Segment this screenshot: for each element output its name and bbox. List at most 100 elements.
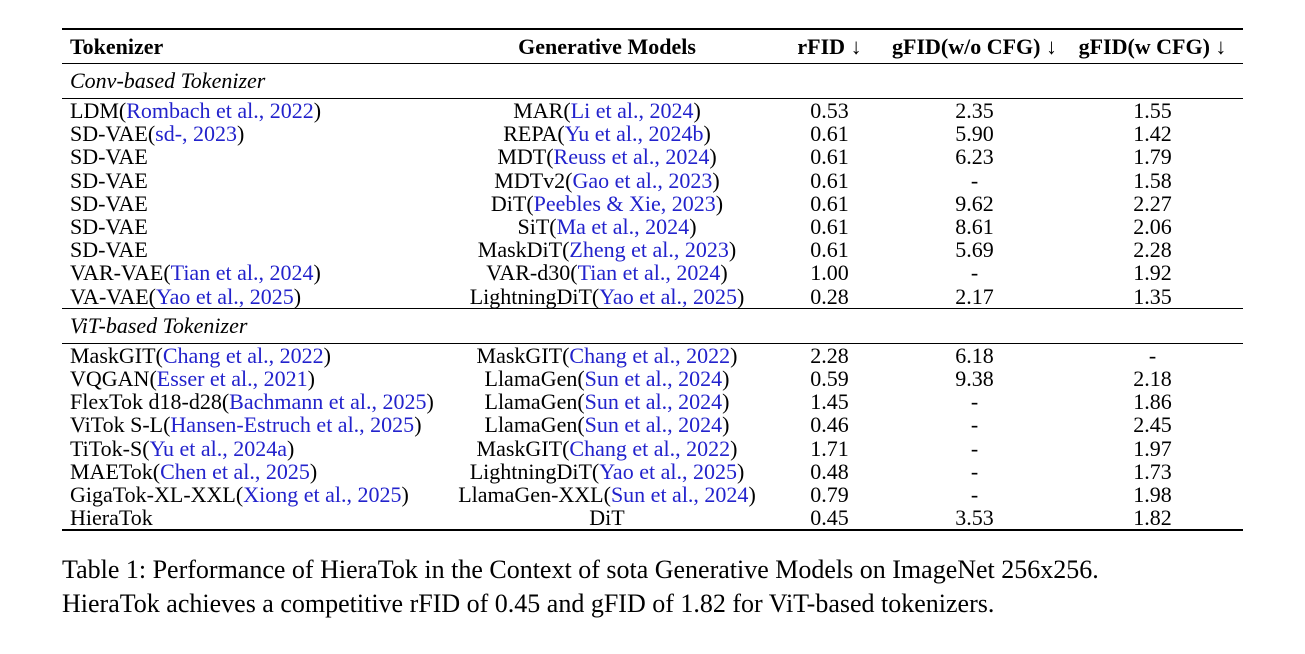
rfid-value: 0.61 — [810, 190, 849, 216]
rfid-value: 1.71 — [810, 435, 849, 461]
citation-link[interactable]: Yu et al., 2024b — [564, 121, 704, 147]
paren-text: ) — [722, 412, 730, 438]
tokenizer-cell: SD-VAE — [62, 145, 442, 168]
table-row: VA-VAE(Yao et al., 2025) LightningDiT(Yao… — [62, 285, 1243, 309]
header-row: Tokenizer Generative Models rFID ↓ gFID(… — [62, 29, 1243, 64]
generative-model-cell: SiT(Ma et al., 2024) — [442, 215, 772, 238]
model-name-text: SD-VAE — [70, 237, 148, 263]
gfid-wo-cfg-value: 5.69 — [955, 237, 994, 263]
generative-model-cell: LlamaGen(Sun et al., 2024) — [442, 367, 772, 390]
tokenizer-cell: SD-VAE — [62, 238, 442, 261]
generative-model-cell: MAR(Li et al., 2024) — [442, 99, 772, 123]
rfid-value: 1.00 — [810, 260, 849, 286]
table-row: FlexTok d18-d28(Bachmann et al., 2025) Ll… — [62, 390, 1243, 413]
model-name-text: SD-VAE( — [70, 121, 156, 147]
citation-link[interactable]: Reuss et al., 2024 — [553, 144, 710, 170]
gfid-wo-cfg-value: 2.35 — [955, 98, 994, 123]
citation-link[interactable]: Li et al., 2024 — [570, 98, 694, 123]
citation-link[interactable]: Sun et al., 2024 — [584, 389, 723, 415]
gfid-wo-cfg-value: 3.53 — [955, 505, 994, 531]
citation-link[interactable]: Yao et al., 2025 — [599, 458, 737, 484]
citation-link[interactable]: Rombach et al., 2022 — [126, 98, 314, 123]
generative-model-cell: MDTv2(Gao et al., 2023) — [442, 169, 772, 192]
citation-link[interactable]: Yao et al., 2025 — [155, 283, 294, 309]
gfid-w-cfg-value: 1.35 — [1133, 283, 1172, 309]
tokenizer-cell: VQGAN(Esser et al., 2021) — [62, 367, 442, 390]
model-name-text: MaskDiT( — [477, 237, 570, 263]
paren-text: ) — [728, 237, 737, 263]
citation-link[interactable]: Yao et al., 2025 — [599, 283, 737, 309]
generative-model-cell: MaskGIT(Chang et al., 2022) — [442, 343, 772, 367]
generative-model-cell: LlamaGen(Sun et al., 2024) — [442, 413, 772, 436]
model-name-text: HieraTok — [70, 505, 153, 531]
citation-link[interactable]: Esser et al., 2021 — [156, 366, 308, 392]
model-name-text: MaskGIT( — [476, 342, 570, 368]
column-header-gfid-w-cfg: gFID(w CFG) ↓ — [1062, 29, 1243, 64]
citation-link[interactable]: Tian et al., 2024 — [577, 260, 721, 286]
citation-link[interactable]: Xiong et al., 2025 — [243, 482, 402, 508]
model-name-text: LlamaGen-XXL( — [458, 482, 611, 508]
paren-text: ) — [748, 482, 756, 508]
gfid-w-cfg-value: 1.79 — [1133, 144, 1172, 170]
column-header-tokenizer: Tokenizer — [62, 29, 442, 64]
citation-link[interactable]: Chang et al., 2022 — [162, 342, 324, 368]
citation-link[interactable]: Sun et al., 2024 — [610, 482, 749, 508]
gfid-w-cfg-value: 2.18 — [1133, 366, 1172, 392]
gfid-w-cfg-value: 2.45 — [1133, 412, 1172, 438]
citation-link[interactable]: Chang et al., 2022 — [569, 435, 731, 461]
generative-model-cell: MDT(Reuss et al., 2024) — [442, 145, 772, 168]
citation-link[interactable]: Zheng et al., 2023 — [569, 237, 729, 263]
citation-link[interactable]: sd-, 2023 — [155, 121, 238, 147]
gfid-w-cfg-value: 2.28 — [1133, 237, 1172, 263]
model-name-text: MAR( — [513, 98, 571, 123]
gfid-w-cfg-value: - — [1148, 342, 1157, 368]
table-row: VQGAN(Esser et al., 2021) LlamaGen(Sun et… — [62, 367, 1243, 390]
paren-text: ) — [414, 412, 422, 438]
rfid-value: 1.45 — [810, 389, 849, 415]
model-name-text: LightningDiT( — [469, 458, 600, 484]
gfid-w-cfg-value: 1.98 — [1133, 482, 1172, 508]
gfid-wo-cfg-value: - — [970, 412, 979, 438]
tokenizer-cell: TiTok-S(Yu et al., 2024a) — [62, 437, 442, 460]
tokenizer-cell: MAETok(Chen et al., 2025) — [62, 460, 442, 483]
paren-text: ) — [730, 435, 738, 461]
citation-link[interactable]: Gao et al., 2023 — [572, 167, 713, 193]
citation-link[interactable]: Sun et al., 2024 — [584, 412, 723, 438]
model-name-text: GigaTok-XL-XXL( — [70, 482, 244, 508]
paren-text: ) — [736, 283, 745, 309]
gfid-w-cfg-value: 1.82 — [1133, 505, 1172, 531]
model-name-text: LightningDiT( — [469, 283, 600, 309]
citation-link[interactable]: Chen et al., 2025 — [160, 458, 310, 484]
citation-link[interactable]: Peebles & Xie, 2023 — [533, 190, 716, 216]
column-header-rfid: rFID ↓ — [772, 29, 887, 64]
model-name-text: ViTok S-L( — [70, 412, 171, 438]
model-name-text: REPA( — [503, 121, 565, 147]
rfid-value: 0.61 — [810, 237, 849, 263]
rfid-value: 0.28 — [810, 283, 849, 309]
rfid-value: 0.61 — [810, 121, 849, 147]
model-name-text: FlexTok d18-d28( — [70, 389, 230, 415]
tokenizer-cell: HieraTok — [62, 506, 442, 530]
generative-model-cell: LightningDiT(Yao et al., 2025) — [442, 285, 772, 309]
generative-model-cell: REPA(Yu et al., 2024b) — [442, 122, 772, 145]
citation-link[interactable]: Ma et al., 2024 — [556, 214, 690, 240]
model-name-text: VAR-VAE( — [70, 260, 171, 286]
paren-text: ) — [426, 389, 434, 415]
citation-link[interactable]: Yu et al., 2024a — [149, 435, 288, 461]
model-name-text: VQGAN( — [70, 366, 157, 392]
citation-link[interactable]: Hansen-Estruch et al., 2025 — [170, 412, 415, 438]
citation-link[interactable]: Tian et al., 2024 — [170, 260, 314, 286]
generative-model-cell: MaskGIT(Chang et al., 2022) — [442, 437, 772, 460]
model-name-text: DiT — [589, 505, 625, 531]
gfid-wo-cfg-value: 9.62 — [955, 190, 994, 216]
citation-link[interactable]: Sun et al., 2024 — [584, 366, 723, 392]
gfid-w-cfg-value: 1.73 — [1133, 458, 1172, 484]
gfid-w-cfg-value: 2.06 — [1133, 214, 1172, 240]
citation-link[interactable]: Chang et al., 2022 — [569, 342, 731, 368]
rfid-value: 0.61 — [810, 167, 849, 193]
table-row: SD-VAE SiT(Ma et al., 2024) 0.61 8.61 2.06 — [62, 215, 1243, 238]
paren-text: ) — [237, 121, 245, 147]
citation-link[interactable]: Bachmann et al., 2025 — [229, 389, 427, 415]
paren-text: ) — [293, 283, 302, 309]
